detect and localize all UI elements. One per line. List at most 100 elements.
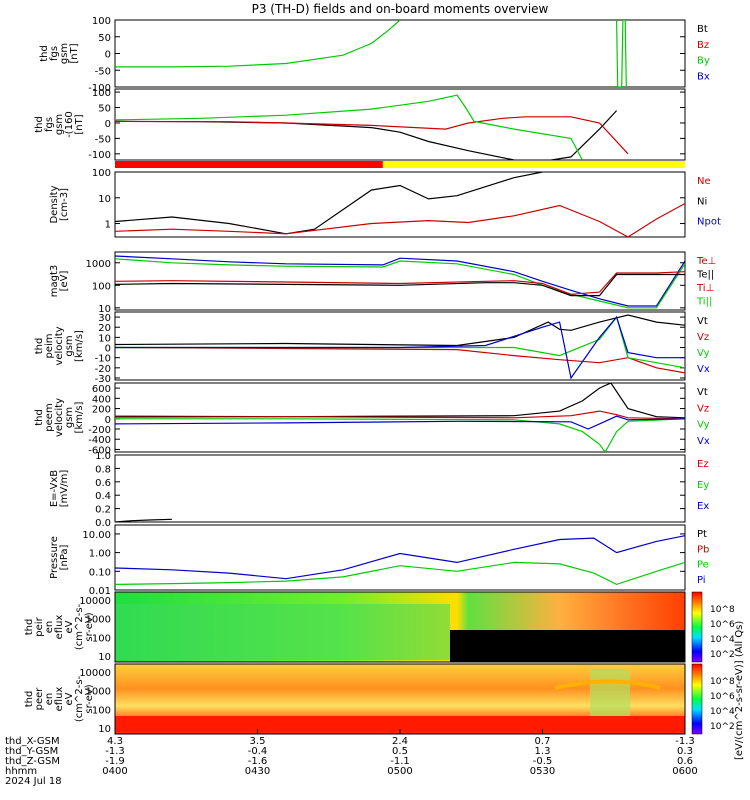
y-tick-label: 200 <box>92 405 111 416</box>
y-tick-label: -200 <box>88 425 111 436</box>
legend-entry: By <box>697 56 710 67</box>
series-line-pe <box>115 561 685 586</box>
y-axis-label: peim <box>44 333 55 358</box>
y-tick-label: 50 <box>98 104 111 115</box>
y-axis-label: [km/s] <box>74 401 85 433</box>
legend-entry: Ti⊥ <box>696 283 714 294</box>
x-axis-row-label: thd_Z-GSM <box>5 756 60 767</box>
legend-entry: Ti|| <box>696 297 712 308</box>
y-axis-label: [km/s] <box>74 330 85 362</box>
x-axis-value: 0430 <box>245 766 270 777</box>
legend-entry: Te|| <box>696 270 714 281</box>
y-axis-label: magt3 <box>49 265 60 298</box>
y-tick-label: 100 <box>92 633 111 644</box>
y-axis-label: gsm <box>59 43 70 64</box>
y-tick-label: 100 <box>92 16 111 27</box>
y-axis-label: peem <box>44 403 55 431</box>
legend-entry: Vy <box>697 420 710 431</box>
peir-low-energy-black <box>450 630 685 662</box>
y-axis-label: Pressure <box>49 536 60 579</box>
y-axis-label: gsm <box>64 335 75 356</box>
panel-fgs_dsl: 100 50 0 -50 -100 thd fgs gsm -(160 [nT] <box>34 88 686 161</box>
plot-frame <box>114 88 686 161</box>
y-tick-label: -600 <box>88 445 111 456</box>
y-axis-label: sr-eV) <box>84 612 95 641</box>
x-axis-value: 0500 <box>387 766 412 777</box>
series-line-vy <box>115 315 685 369</box>
y-axis-label: fgs <box>44 117 55 132</box>
legend-entry: Npot <box>697 217 721 228</box>
x-axis-value: -1.6 <box>248 756 268 767</box>
y-axis-label: thd <box>34 116 45 133</box>
legend-entry: Bt <box>697 24 708 35</box>
x-axis-row-label: 2024 Jul 18 <box>5 776 62 787</box>
y-tick-label: 0.10 <box>89 567 111 578</box>
y-tick-label: 0.4 <box>95 491 111 502</box>
peer-arc <box>554 679 661 690</box>
x-axis-value: -1.3 <box>105 746 125 757</box>
peer-red-floor <box>115 716 685 732</box>
y-tick-label: -50 <box>95 66 111 77</box>
y-tick-label: 10 <box>98 194 111 205</box>
legend-entry: Te⊥ <box>696 256 716 267</box>
plot-frame <box>114 311 686 381</box>
series-group <box>115 172 685 237</box>
x-axis-value: -1.9 <box>105 756 125 767</box>
y-axis-label: peir <box>34 616 45 636</box>
y-tick-label: 100 <box>92 705 111 716</box>
legend-entry: Vx <box>697 364 710 375</box>
legend-entry: Bz <box>697 40 709 51</box>
x-axis-value: -0.5 <box>533 756 553 767</box>
series-line-ni <box>115 172 543 235</box>
y-tick-label: 0 <box>105 415 111 426</box>
legend-entry: Vz <box>697 332 709 343</box>
colorbar-tick: 10^2 <box>710 722 735 732</box>
panel-peer: 10000 1000 100 10 thd peer en eflux eV (cm^2-s-sr… <box>24 668 685 735</box>
x-axis-value: 0.3 <box>677 746 693 757</box>
x-axis-value: 0530 <box>530 766 555 777</box>
legend-entry: Ex <box>697 501 709 512</box>
legend-entry: Bx <box>697 71 710 82</box>
panel-efield: 1.0 0.8 0.6 0.4 0.2 0.0 E=-VxB [mV/m] Ez Ey Ex <box>49 451 709 529</box>
y-axis-label: thd <box>24 619 35 636</box>
series-line-by <box>115 94 583 160</box>
series-line-vt <box>115 383 685 419</box>
y-tick-label: -10 <box>95 354 111 365</box>
colorbar-tick: 10^2 <box>710 650 735 660</box>
panel-fgs: 100 50 0 -50 -100 thd fgs gsm [nT] Bt Bz By Bx <box>39 16 710 94</box>
y-axis-label: -(160 <box>64 111 75 138</box>
colorbar-tick: 10^8 <box>710 605 735 615</box>
series-line-vx <box>115 315 685 380</box>
y-tick-label: 0.0 <box>95 518 111 529</box>
y-axis-label: [cm-3] <box>59 188 70 221</box>
series-line-ti <box>115 255 685 307</box>
y-tick-label: 0 <box>105 344 111 355</box>
x-axis-value: 0.5 <box>392 746 408 757</box>
plot-frame <box>114 591 686 663</box>
y-tick-label: 400 <box>92 394 111 405</box>
plot-frame <box>114 524 686 591</box>
y-axis-label: thd <box>34 338 45 355</box>
legend-entry: Vy <box>697 348 710 359</box>
colorbar-tick: 10^6 <box>710 620 735 630</box>
y-tick-label: 0.6 <box>95 478 111 489</box>
legend-entry: Vz <box>697 403 709 414</box>
x-axis-value: 1.3 <box>535 746 551 757</box>
y-axis-label: E=-VxB <box>49 470 60 507</box>
peir-spectrogram <box>115 592 685 662</box>
y-axis-label: en <box>44 693 55 706</box>
series-line-bz <box>115 116 629 155</box>
legend-entry: Pi <box>697 575 706 586</box>
chart-title: P3 (TH-D) fields and on-board moments ov… <box>252 2 549 16</box>
legend-entry: Vt <box>697 387 708 398</box>
y-axis-label: velocity <box>54 326 65 365</box>
series-line-ti <box>115 258 685 309</box>
legend-entry: Ey <box>697 480 709 491</box>
y-axis-label: eflux <box>54 687 65 712</box>
peer-green-spot <box>590 670 630 720</box>
y-tick-label: 100 <box>92 88 111 99</box>
x-axis-value: 4.3 <box>107 736 123 747</box>
series-line-by <box>115 20 401 68</box>
series-line-vt <box>115 314 685 347</box>
